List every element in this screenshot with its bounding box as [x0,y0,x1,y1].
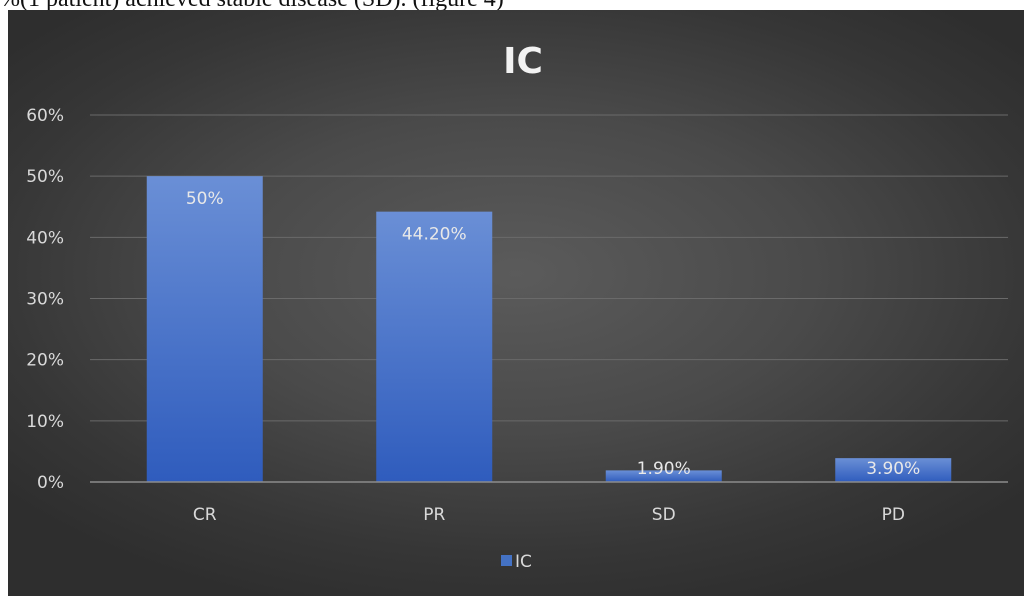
x-tick-label: PR [423,505,445,525]
y-tick-label: 10% [26,412,64,432]
x-tick-label: SD [652,505,676,525]
bar-cr [146,176,263,482]
bar-sd [605,470,722,482]
y-tick-label: 0% [37,473,64,493]
data-label: 50% [186,189,224,209]
data-label: 1.90% [637,459,691,479]
data-label: 44.20% [402,225,467,245]
y-tick-label: 50% [26,167,64,187]
x-tick-label: PD [882,505,905,525]
document-caption: %(1 patient) achieved stable disease (SD… [0,0,1030,12]
bar-pd [835,458,952,482]
y-tick-label: 40% [26,228,64,248]
chart-title: IC [503,41,543,82]
data-label: 3.90% [866,459,920,479]
y-tick-label: 60% [26,106,64,126]
gridlines [90,114,1008,422]
legend-label: IC [515,552,532,572]
chart-area: IC 0% 10% 20% 30% 40% 50% 60% 50% 44.20% 1.90% 3.… [8,10,1024,596]
x-axis: CR PR SD PD [90,481,1008,525]
legend-swatch [501,555,512,566]
y-axis: 0% 10% 20% 30% 40% 50% 60% [26,106,64,493]
y-tick-label: 20% [26,351,64,371]
y-tick-label: 30% [26,290,64,310]
x-tick-label: CR [193,505,217,525]
ic-bar-chart: IC 0% 10% 20% 30% 40% 50% 60% 50% 44.20% 1.90% 3.… [26,41,1008,572]
legend: IC [501,552,532,572]
bar-pr [376,211,493,483]
bars: 50% 44.20% 1.90% 3.90% [146,176,952,483]
